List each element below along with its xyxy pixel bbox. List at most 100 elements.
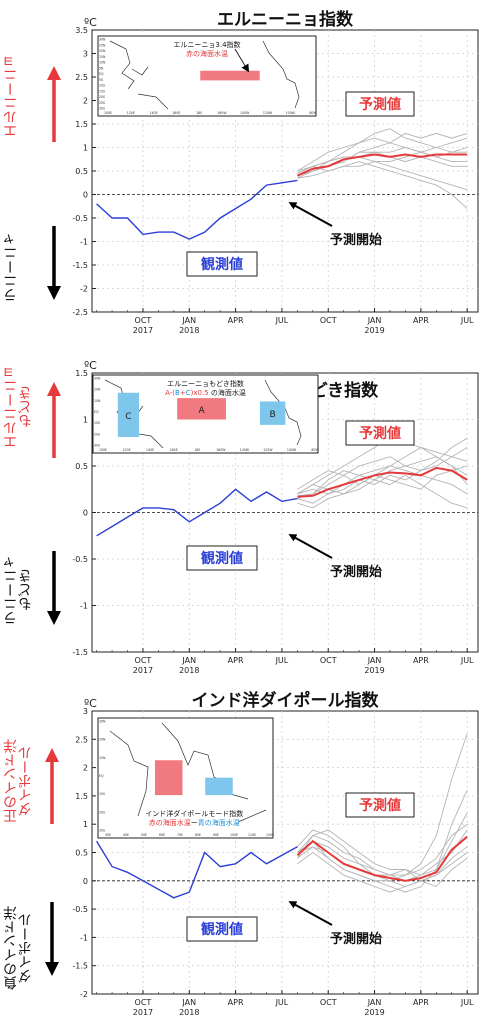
- inset-lat-label: 30S: [99, 829, 105, 833]
- x-tick-year: 2017: [133, 666, 153, 675]
- observed-line: [96, 179, 298, 240]
- inset-lon-label: 140W: [240, 448, 250, 452]
- inset-lat-label: 10S: [94, 421, 100, 425]
- ensemble-member-line: [297, 840, 468, 887]
- unit-label: ºC: [84, 16, 97, 29]
- unit-label: ºC: [84, 697, 97, 710]
- x-tick-label: JUL: [275, 316, 289, 325]
- y-tick-label: -2.5: [72, 308, 88, 317]
- observed-label: 観測値: [201, 921, 243, 938]
- inset-region-box: [200, 70, 260, 81]
- forecast-label: 予測値: [359, 425, 401, 442]
- x-tick-label: APR: [413, 316, 429, 325]
- negative-direction-indicator: [47, 551, 61, 625]
- inset-subtitle-part: 青の海面水温: [198, 818, 240, 827]
- inset-lon-label: 100W: [286, 111, 296, 115]
- x-tick-year: 2018: [179, 666, 199, 675]
- inset-lat-label: 5N: [99, 66, 104, 70]
- inset-lat-label: 30N: [94, 377, 101, 381]
- forecast-label-box: [345, 420, 415, 446]
- observed-label-box: [186, 251, 258, 277]
- inset-lon-label: 180: [196, 111, 202, 115]
- inset-lon-label: 160W: [216, 448, 226, 452]
- down-arrow-icon: [47, 611, 61, 625]
- y-tick-label: -2: [80, 285, 88, 294]
- inset-lat-label: 20S: [99, 810, 105, 814]
- negative-direction-indicator: [45, 902, 59, 976]
- inset-region-box: [117, 392, 140, 437]
- x-tick-label: JUL: [460, 316, 474, 325]
- y-tick-label: -0.5: [72, 905, 88, 914]
- inset-lon-label: 80W: [309, 111, 317, 115]
- inset-lat-label: 10S: [99, 792, 105, 796]
- forecast-start-arrow: [288, 534, 333, 559]
- inset-lat-label: 5S: [99, 78, 103, 82]
- inset-lat-label: 30S: [94, 444, 100, 448]
- inset-region-label: C: [125, 412, 131, 422]
- x-tick-year: 2018: [179, 326, 199, 335]
- inset-lon-label: 180: [194, 448, 200, 452]
- y-tick-label: 3: [83, 707, 88, 716]
- inset-lon-label: 120E: [266, 833, 274, 837]
- y-tick-label: -1.5: [72, 261, 88, 270]
- inset-lon-label: 100E: [99, 448, 107, 452]
- ensemble-member-line: [297, 137, 468, 174]
- x-tick-label: JAN: [181, 656, 196, 665]
- y-tick-label: 0.5: [75, 462, 88, 471]
- x-tick-label: OCT: [320, 316, 337, 325]
- unit-label: ºC: [84, 359, 97, 372]
- ensemble-member-line: [297, 128, 468, 172]
- inset-lat-label: 20S: [94, 432, 100, 436]
- ensemble-member-line: [297, 465, 468, 495]
- inset-lon-label: 140W: [240, 111, 250, 115]
- y-tick-label: -1.5: [72, 962, 88, 971]
- y-tick-label: -1: [80, 933, 88, 942]
- americas-coastline: [262, 40, 300, 109]
- x-tick-label: OCT: [135, 316, 152, 325]
- inset-subtitle-part: +: [180, 389, 186, 397]
- ensemble-member-line: [297, 161, 468, 191]
- inset-lat-label: EQ: [99, 72, 104, 76]
- y-tick-label: -1.5: [72, 648, 88, 657]
- inset-lon-label: 80W: [311, 448, 319, 452]
- y-tick-label: -2: [80, 990, 88, 999]
- inset-subtitle: A-(B+C)x0.5 の海面水温: [165, 388, 246, 397]
- y-tick-label: 0.5: [75, 849, 88, 858]
- positive-direction-indicator: [47, 66, 61, 142]
- inset-lon-label: 70E: [177, 833, 183, 837]
- inset-lat-label: 30N: [99, 38, 106, 42]
- inset-lon-label: 50E: [141, 833, 147, 837]
- x-tick-label: JUL: [460, 998, 474, 1007]
- positive-phase-label: エルニーニョ もどき: [3, 365, 34, 450]
- chart-title: エルニーニョ指数: [217, 9, 354, 30]
- x-tick-label: JUL: [275, 998, 289, 1007]
- observed-line: [96, 488, 298, 537]
- inset-lon-label: 120W: [263, 111, 273, 115]
- positive-phase-label: 正のインド洋 ダイポール: [3, 739, 34, 823]
- x-tick-label: JAN: [367, 316, 382, 325]
- asia-coastline: [109, 40, 169, 110]
- ensemble-member-line: [297, 437, 468, 490]
- inset-subtitle-part: B: [175, 389, 180, 397]
- y-tick-label: -1: [80, 602, 88, 611]
- up-arrow-icon: [45, 748, 59, 762]
- inset-subtitle-part: 赤の海面水温: [149, 818, 191, 827]
- forecast-mean-line: [296, 835, 468, 882]
- y-tick-label: 2.5: [75, 73, 88, 82]
- negative-phase-label: ラニーニャ もどき: [3, 555, 34, 625]
- inset-region-box: [205, 777, 233, 796]
- ensemble-member-line: [297, 812, 468, 893]
- inset-lat-label: EQ: [94, 410, 99, 414]
- inset-lat-label: 25S: [99, 101, 105, 105]
- forecast-mean-line: [297, 466, 468, 498]
- inset-lon-label: 100E: [104, 111, 112, 115]
- inset-lon-label: 160E: [170, 448, 178, 452]
- x-tick-label: JUL: [460, 656, 474, 665]
- x-tick-label: OCT: [135, 998, 152, 1007]
- observed-label-box: [186, 545, 258, 571]
- y-tick-label: 0: [83, 509, 88, 518]
